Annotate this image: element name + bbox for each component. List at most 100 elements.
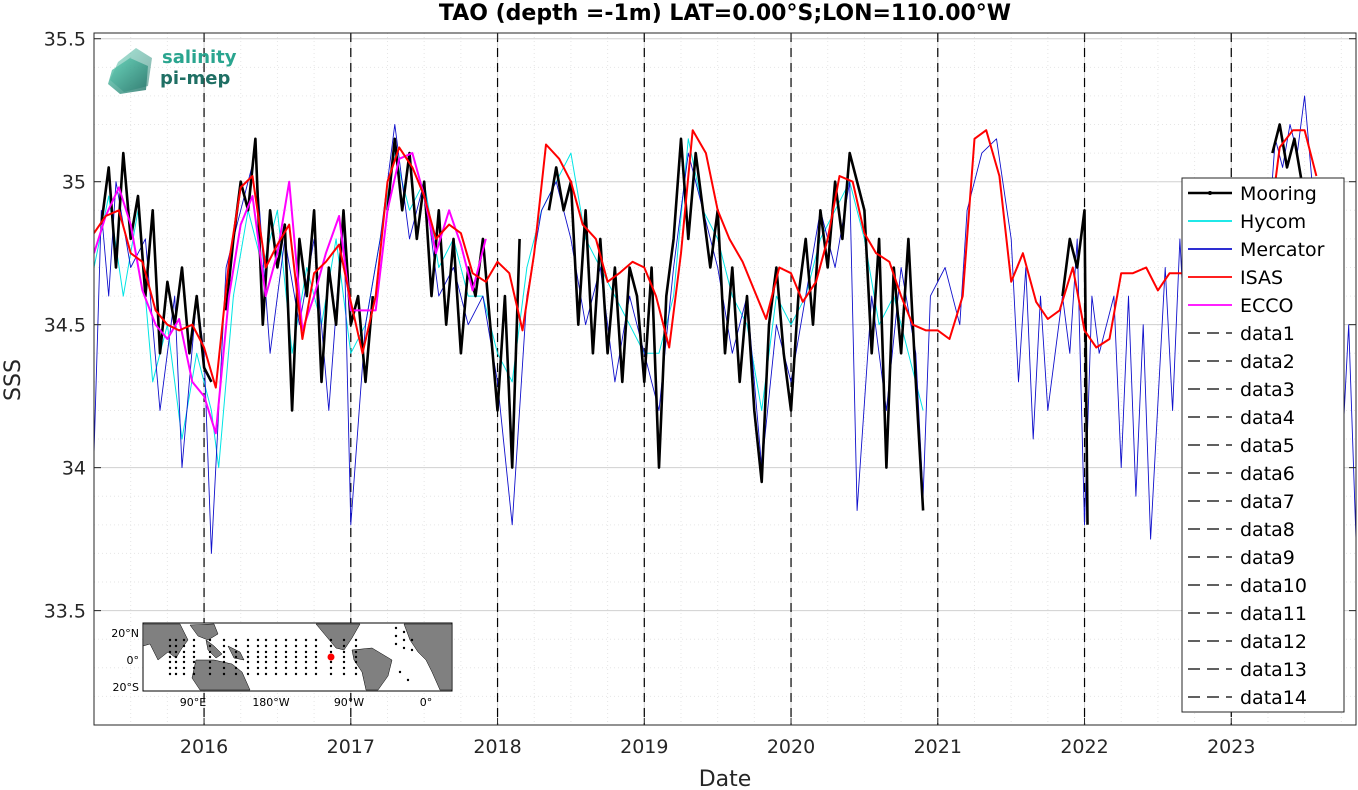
- series-line-mooring-3: [547, 137, 925, 511]
- mooring-dot: [264, 672, 268, 676]
- series-line-ecco-0: [94, 152, 487, 435]
- axis-ticks: 33.5 34 34.5 35 35.5 2016 2017 2018 2019 2020 2021…: [44, 29, 1356, 758]
- legend-marker-mooring: [1208, 191, 1212, 195]
- x-axis-label: Date: [699, 767, 752, 790]
- mooring-dot: [264, 638, 268, 642]
- mooring-dot: [174, 650, 178, 654]
- mooring-dot: [354, 666, 358, 670]
- map-lat-label-20n: 20°N: [111, 627, 139, 640]
- mooring-dot: [329, 660, 333, 664]
- mooring-dot: [342, 638, 346, 642]
- mooring-dot: [174, 638, 178, 642]
- mooring-dot: [208, 672, 212, 676]
- mooring-dot: [234, 638, 238, 642]
- mooring-dot: [274, 655, 278, 659]
- salinity-pimep-logo: salinity pi-mep: [108, 47, 237, 94]
- y-tick-label: 35: [62, 172, 86, 194]
- series-line-isas-0: [94, 129, 1183, 389]
- mooring-dot: [264, 644, 268, 648]
- y-tick-label: 34.5: [44, 315, 86, 337]
- mooring-dot: [304, 650, 308, 654]
- pirata-dot: [402, 630, 406, 634]
- mooring-dot: [234, 666, 238, 670]
- mooring-dot: [314, 672, 318, 676]
- legend-label-data11: data11: [1240, 603, 1307, 625]
- mooring-dot: [264, 655, 268, 659]
- x-tick-label: 2023: [1207, 736, 1255, 758]
- plot-frame: [93, 32, 1357, 726]
- legend-label-data8: data8: [1240, 519, 1295, 541]
- mooring-dot: [284, 666, 288, 670]
- mooring-dot: [256, 660, 260, 664]
- pirata-dot: [394, 642, 398, 646]
- legend-label-data6: data6: [1240, 463, 1295, 485]
- x-tick-label: 2019: [620, 736, 668, 758]
- mooring-dot: [354, 644, 358, 648]
- mooring-dot: [208, 650, 212, 654]
- chart-title: TAO (depth =-1m) LAT=0.00°S;LON=110.00°W: [439, 1, 1011, 26]
- mooring-dot: [274, 660, 278, 664]
- map-lat-label-20s: 20°S: [113, 681, 139, 694]
- mooring-dot: [294, 666, 298, 670]
- mooring-dot: [182, 655, 186, 659]
- mooring-dot: [304, 666, 308, 670]
- mooring-dot: [192, 650, 196, 654]
- legend-label-data3: data3: [1240, 379, 1295, 401]
- mooring-dot: [354, 638, 358, 642]
- pirata-dot: [398, 670, 402, 674]
- mooring-array-dots: [168, 626, 414, 682]
- mooring-dot: [168, 672, 172, 676]
- mooring-dot: [294, 672, 298, 676]
- legend: Mooring Hycom Mercator ISAS ECCO data1 data2 da…: [1181, 177, 1345, 713]
- pirata-dot: [410, 638, 414, 642]
- mooring-dot: [182, 638, 186, 642]
- mooring-dot: [329, 666, 333, 670]
- mooring-dot: [182, 666, 186, 670]
- mooring-dot: [294, 655, 298, 659]
- map-lon-label-90w: 90°W: [334, 696, 364, 709]
- y-tick-label: 35.5: [44, 29, 86, 51]
- inset-map: 20°N 0° 20°S 90°E 180°W 90°W 0°: [111, 622, 453, 709]
- mooring-dot: [256, 644, 260, 648]
- mooring-dot: [222, 672, 226, 676]
- mooring-dot: [208, 655, 212, 659]
- legend-label-data13: data13: [1240, 659, 1307, 681]
- legend-label-mercator: Mercator: [1240, 239, 1325, 261]
- mooring-dot: [168, 638, 172, 642]
- mooring-dot: [342, 660, 346, 664]
- mooring-dot: [234, 672, 238, 676]
- mooring-dot: [342, 672, 346, 676]
- mooring-dot: [274, 672, 278, 676]
- mooring-dot: [294, 638, 298, 642]
- mooring-dot: [246, 672, 250, 676]
- mooring-dot: [264, 666, 268, 670]
- mooring-dot: [246, 666, 250, 670]
- mooring-dot: [284, 638, 288, 642]
- mooring-dot: [329, 644, 333, 648]
- mooring-dot: [234, 644, 238, 648]
- mooring-dot: [192, 638, 196, 642]
- map-lon-label-180w: 180°W: [252, 696, 289, 709]
- mooring-dot: [222, 638, 226, 642]
- logo-text-salinity: salinity: [162, 47, 237, 68]
- mooring-dot: [354, 655, 358, 659]
- mooring-dot: [174, 644, 178, 648]
- mooring-dot: [182, 644, 186, 648]
- mooring-dot: [274, 650, 278, 654]
- mooring-dot: [354, 650, 358, 654]
- logo-wave-front-icon: [108, 58, 148, 94]
- mooring-dot: [256, 638, 260, 642]
- map-lon-label-90e: 90°E: [180, 696, 206, 709]
- mooring-dot: [264, 650, 268, 654]
- mooring-dot: [222, 660, 226, 664]
- mooring-dot: [174, 655, 178, 659]
- mooring-dot: [304, 644, 308, 648]
- x-tick-label: 2016: [180, 736, 228, 758]
- mooring-dot: [314, 655, 318, 659]
- mooring-dot: [192, 644, 196, 648]
- mooring-dot: [234, 650, 238, 654]
- mooring-dot: [222, 644, 226, 648]
- y-tick-label: 33.5: [44, 601, 86, 623]
- series-line-hycom-0: [94, 138, 924, 469]
- mooring-dot: [314, 660, 318, 664]
